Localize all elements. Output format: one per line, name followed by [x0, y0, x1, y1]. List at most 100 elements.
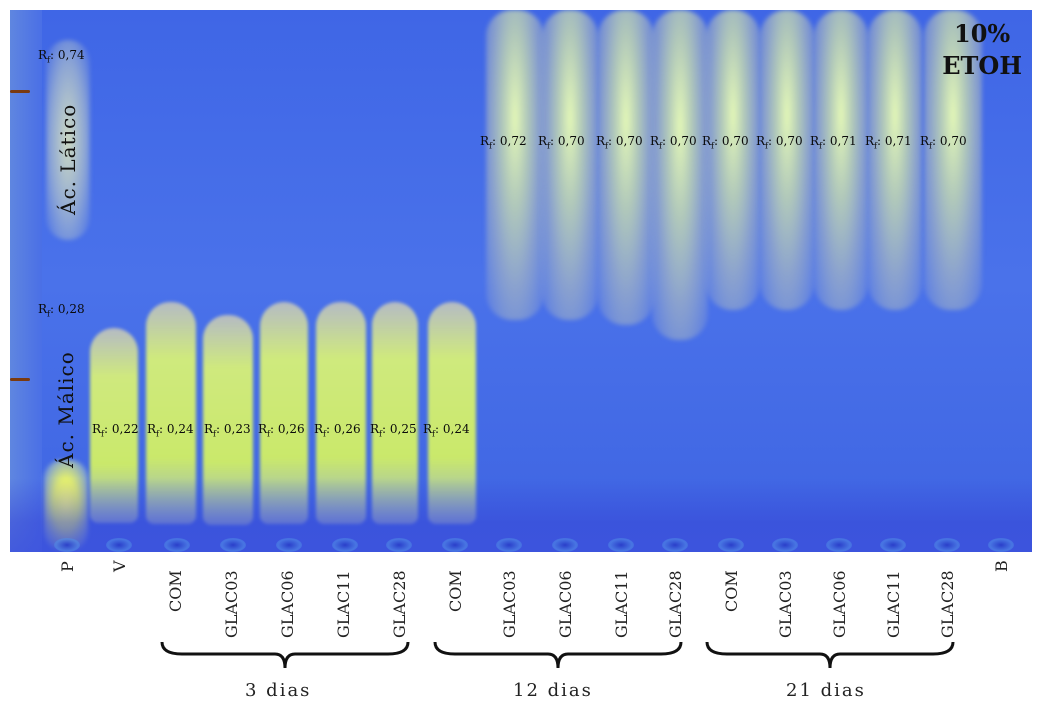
rf-prefix: R — [38, 302, 48, 316]
origin-dot — [496, 538, 522, 552]
group-label-21-dias: 21 dias — [786, 680, 866, 701]
origin-dot — [718, 538, 744, 552]
rf-lower-5: Rf: 0,25 — [370, 422, 417, 439]
origin-dot — [442, 538, 468, 552]
origin-dot — [772, 538, 798, 552]
rf-prefix: R — [810, 134, 820, 148]
rf-upper-5: Rf: 0,70 — [756, 134, 803, 151]
rf-prefix: R — [147, 422, 157, 436]
marker-pin-lower — [10, 378, 30, 381]
lane-label-12: COM — [722, 570, 741, 612]
lactic-standard-spot — [46, 40, 90, 240]
rf-upper-0: Rf: 0,72 — [480, 134, 527, 151]
origin-dot — [276, 538, 302, 552]
rf-value: 0,24 — [166, 422, 194, 436]
sample-spot-glac28-12d — [652, 10, 708, 340]
rf-lower-1: Rf: 0,24 — [147, 422, 194, 439]
lane-label-13: GLAC03 — [776, 570, 795, 638]
rf-prefix: R — [370, 422, 380, 436]
rf-value: 0,26 — [333, 422, 361, 436]
rf-upper-2: Rf: 0,70 — [596, 134, 643, 151]
rf-sub: f — [156, 429, 160, 439]
group-label-12-dias: 12 dias — [513, 680, 593, 701]
rf-sub: f — [874, 141, 878, 151]
rf-sub: f — [605, 141, 609, 151]
rf-sub: f — [929, 141, 933, 151]
lactic-acid-label: Ác. Lático — [56, 103, 80, 215]
origin-dot — [164, 538, 190, 552]
sample-spot-glac11-21d — [868, 10, 922, 310]
rf-malic: Rf: 0,28 — [38, 302, 85, 319]
rf-prefix: R — [38, 48, 48, 62]
rf-prefix: R — [314, 422, 324, 436]
rf-sub: f — [47, 55, 51, 65]
lane-label-10: GLAC11 — [612, 570, 631, 638]
origin-band — [10, 478, 1032, 552]
rf-value: 0,24 — [442, 422, 470, 436]
rf-sub: f — [47, 309, 51, 319]
rf-sub: f — [765, 141, 769, 151]
brace-12-dias — [433, 641, 683, 669]
rf-sub: f — [267, 429, 271, 439]
sample-spot-glac03-12d — [486, 10, 544, 320]
rf-value: 0,71 — [884, 134, 912, 148]
rf-upper-1: Rf: 0,70 — [538, 134, 585, 151]
origin-dot — [934, 538, 960, 552]
rf-value: 0,70 — [721, 134, 749, 148]
rf-sub: f — [819, 141, 823, 151]
rf-prefix: R — [650, 134, 660, 148]
rf-sub: f — [213, 429, 217, 439]
brace-21-dias — [705, 641, 955, 669]
origin-dot — [662, 538, 688, 552]
lane-label-2: COM — [166, 570, 185, 612]
lane-label-15: GLAC11 — [884, 570, 903, 638]
solvent-label-line2: ETOH — [942, 51, 1022, 80]
lane-label-11: GLAC28 — [666, 570, 685, 638]
rf-value: 0,28 — [57, 302, 85, 316]
rf-value: 0,70 — [669, 134, 697, 148]
rf-sub: f — [711, 141, 715, 151]
rf-value: 0,70 — [939, 134, 967, 148]
sample-spot-glac06-21d — [814, 10, 868, 310]
lane-label-1: V — [110, 560, 129, 572]
origin-dot — [106, 538, 132, 552]
rf-sub: f — [659, 141, 663, 151]
brace-3-dias — [160, 641, 410, 669]
lane-label-5: GLAC11 — [334, 570, 353, 638]
group-label-3-dias: 3 dias — [245, 680, 312, 701]
plate-edge — [10, 10, 42, 552]
rf-prefix: R — [204, 422, 214, 436]
sample-spot-glac06-12d — [542, 10, 598, 320]
lane-label-8: GLAC03 — [500, 570, 519, 638]
solvent-label-line1: 10% — [954, 19, 1011, 48]
rf-sub: f — [323, 429, 327, 439]
malic-acid-label: Ác. Málico — [54, 351, 78, 468]
origin-dot — [826, 538, 852, 552]
rf-value: 0,74 — [57, 48, 85, 62]
lane-label-17: B — [992, 560, 1011, 572]
rf-lactic: Rf: 0,74 — [38, 48, 85, 65]
rf-lower-0: Rf: 0,22 — [92, 422, 139, 439]
rf-prefix: R — [702, 134, 712, 148]
rf-value: 0,70 — [775, 134, 803, 148]
rf-upper-3: Rf: 0,70 — [650, 134, 697, 151]
rf-value: 0,70 — [557, 134, 585, 148]
marker-pin-upper — [10, 90, 30, 93]
lane-label-14: GLAC06 — [830, 570, 849, 638]
origin-dot — [988, 538, 1014, 552]
lane-label-9: GLAC06 — [556, 570, 575, 638]
rf-upper-7: Rf: 0,71 — [865, 134, 912, 151]
rf-prefix: R — [920, 134, 930, 148]
rf-lower-3: Rf: 0,26 — [258, 422, 305, 439]
rf-sub: f — [101, 429, 105, 439]
rf-sub: f — [379, 429, 383, 439]
lane-label-0: P — [58, 561, 77, 572]
lane-label-4: GLAC06 — [278, 570, 297, 638]
rf-upper-8: Rf: 0,70 — [920, 134, 967, 151]
origin-dot — [608, 538, 634, 552]
rf-lower-6: Rf: 0,24 — [423, 422, 470, 439]
rf-prefix: R — [865, 134, 875, 148]
origin-dot — [332, 538, 358, 552]
rf-prefix: R — [258, 422, 268, 436]
origin-dot — [552, 538, 578, 552]
